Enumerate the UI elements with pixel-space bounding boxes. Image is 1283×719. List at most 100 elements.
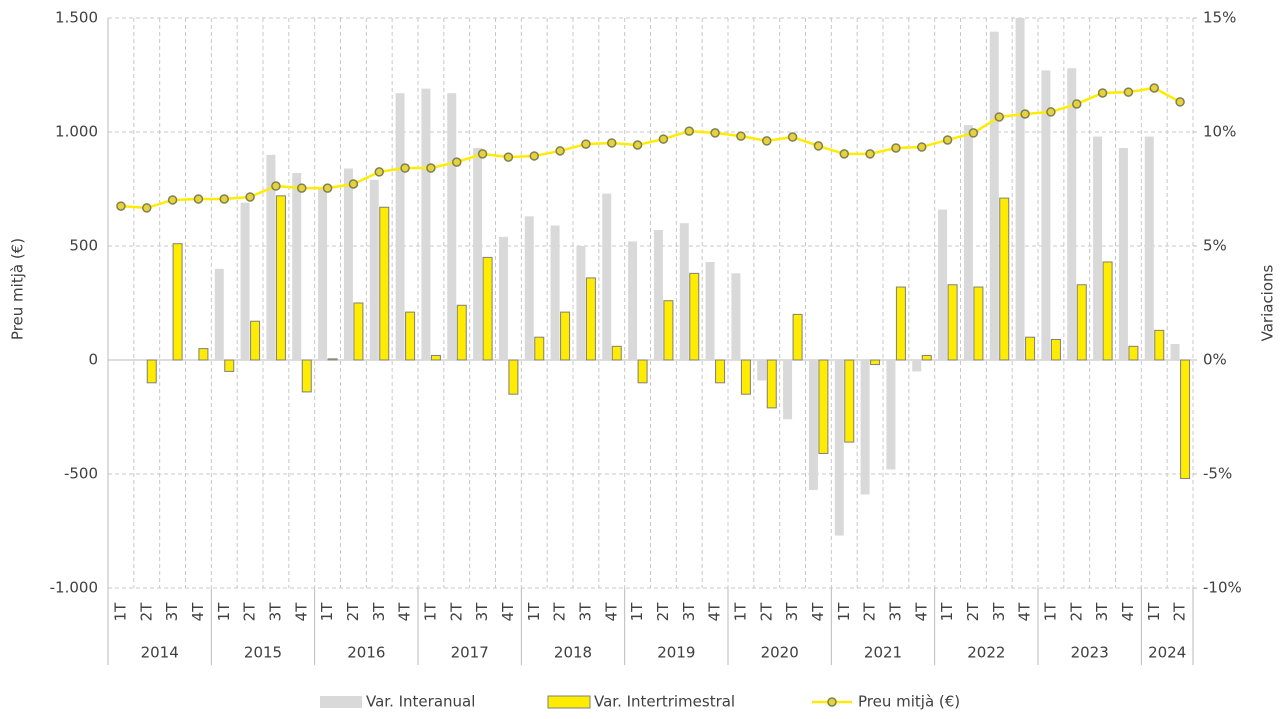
y2-tick-label: 0% bbox=[1203, 351, 1227, 369]
group-label: 2014 bbox=[141, 644, 179, 662]
bar bbox=[379, 206, 390, 361]
bar bbox=[1180, 359, 1191, 480]
x-tick-label: 4T bbox=[189, 602, 207, 622]
bar bbox=[1025, 336, 1036, 361]
x-tick-label: 1T bbox=[628, 602, 646, 622]
marker bbox=[865, 149, 875, 159]
bar bbox=[602, 193, 612, 360]
bar bbox=[250, 320, 261, 361]
x-tick-label: 2T bbox=[137, 602, 155, 622]
bar bbox=[224, 359, 235, 372]
marker bbox=[1097, 88, 1108, 98]
bar bbox=[1128, 345, 1139, 361]
x-tick-label: 3T bbox=[886, 602, 904, 622]
marker bbox=[839, 149, 849, 159]
y-axis-title: Preu mitjà (€) bbox=[9, 238, 27, 340]
bar bbox=[473, 147, 483, 360]
bar bbox=[818, 359, 829, 454]
x-tick-label: 2T bbox=[1171, 602, 1189, 622]
bar bbox=[1170, 344, 1180, 360]
bar bbox=[172, 243, 183, 361]
bar bbox=[808, 360, 818, 490]
bar bbox=[611, 345, 622, 361]
marker bbox=[968, 128, 979, 138]
bar bbox=[886, 360, 896, 470]
marker bbox=[529, 151, 539, 161]
x-tick-label: 2T bbox=[344, 602, 362, 622]
bar bbox=[1076, 284, 1087, 361]
bar bbox=[524, 216, 534, 360]
marker bbox=[607, 138, 617, 148]
legend-label: Preu mitjà (€) bbox=[858, 693, 960, 711]
bar bbox=[482, 256, 493, 361]
bar bbox=[947, 284, 958, 361]
marker bbox=[167, 195, 178, 205]
marker bbox=[1149, 83, 1159, 93]
marker bbox=[555, 146, 565, 156]
marker bbox=[297, 183, 307, 193]
bar bbox=[637, 359, 648, 384]
marker bbox=[219, 194, 229, 204]
marker bbox=[1046, 107, 1056, 117]
x-tick-label: 3T bbox=[1093, 602, 1111, 622]
marker bbox=[581, 139, 591, 149]
x-tick-label: 1T bbox=[835, 602, 853, 622]
bar bbox=[318, 189, 328, 360]
bar bbox=[447, 93, 457, 361]
bar bbox=[1050, 338, 1061, 361]
bar bbox=[369, 179, 379, 360]
bar bbox=[343, 168, 353, 360]
legend-swatch bbox=[320, 696, 362, 708]
y-tick-label: 1.000 bbox=[55, 123, 98, 141]
y-tick-label: -500 bbox=[64, 465, 98, 483]
bar bbox=[1093, 136, 1103, 360]
group-label: 2016 bbox=[347, 644, 385, 662]
bar bbox=[912, 360, 922, 372]
bar bbox=[757, 360, 767, 381]
group-label: 2021 bbox=[864, 644, 902, 662]
x-tick-label: 2T bbox=[551, 602, 569, 622]
bar bbox=[834, 360, 844, 536]
marker bbox=[374, 167, 384, 177]
marker bbox=[762, 136, 772, 146]
y2-tick-label: -5% bbox=[1203, 465, 1232, 483]
bar bbox=[860, 360, 870, 495]
marker bbox=[710, 128, 720, 138]
bar bbox=[498, 236, 508, 360]
bar bbox=[585, 277, 596, 361]
marker bbox=[271, 181, 281, 191]
bar bbox=[266, 154, 276, 360]
marker bbox=[917, 142, 927, 152]
marker bbox=[116, 201, 126, 211]
y-tick-label: 0 bbox=[88, 351, 98, 369]
x-tick-label: 3T bbox=[680, 602, 698, 622]
x-tick-label: 2T bbox=[241, 602, 259, 622]
legend-label: Var. Intertrimestral bbox=[594, 693, 735, 711]
marker bbox=[632, 140, 643, 150]
marker bbox=[1123, 87, 1134, 97]
x-tick-label: 1T bbox=[938, 602, 956, 622]
x-tick-label: 1T bbox=[111, 602, 129, 622]
x-tick-label: 1T bbox=[1041, 602, 1059, 622]
marker bbox=[426, 163, 436, 173]
x-tick-label: 4T bbox=[1119, 602, 1137, 622]
x-tick-label: 3T bbox=[990, 602, 1008, 622]
group-label: 2022 bbox=[967, 644, 1005, 662]
x-tick-label: 1T bbox=[421, 602, 439, 622]
y2-tick-label: -10% bbox=[1203, 579, 1242, 597]
group-label: 2019 bbox=[657, 644, 695, 662]
x-tick-label: 3T bbox=[163, 602, 181, 622]
bar bbox=[679, 223, 689, 360]
marker bbox=[658, 134, 669, 144]
y2-axis-title: Variacions bbox=[1259, 264, 1277, 341]
bar bbox=[1154, 329, 1165, 361]
marker bbox=[891, 143, 901, 153]
x-tick-label: 1T bbox=[1145, 602, 1163, 622]
bar bbox=[395, 93, 405, 361]
marker bbox=[1072, 99, 1082, 109]
bar bbox=[508, 359, 519, 395]
bar bbox=[275, 195, 286, 361]
x-tick-label: 1T bbox=[318, 602, 336, 622]
bar bbox=[430, 354, 441, 361]
bar bbox=[766, 359, 777, 409]
